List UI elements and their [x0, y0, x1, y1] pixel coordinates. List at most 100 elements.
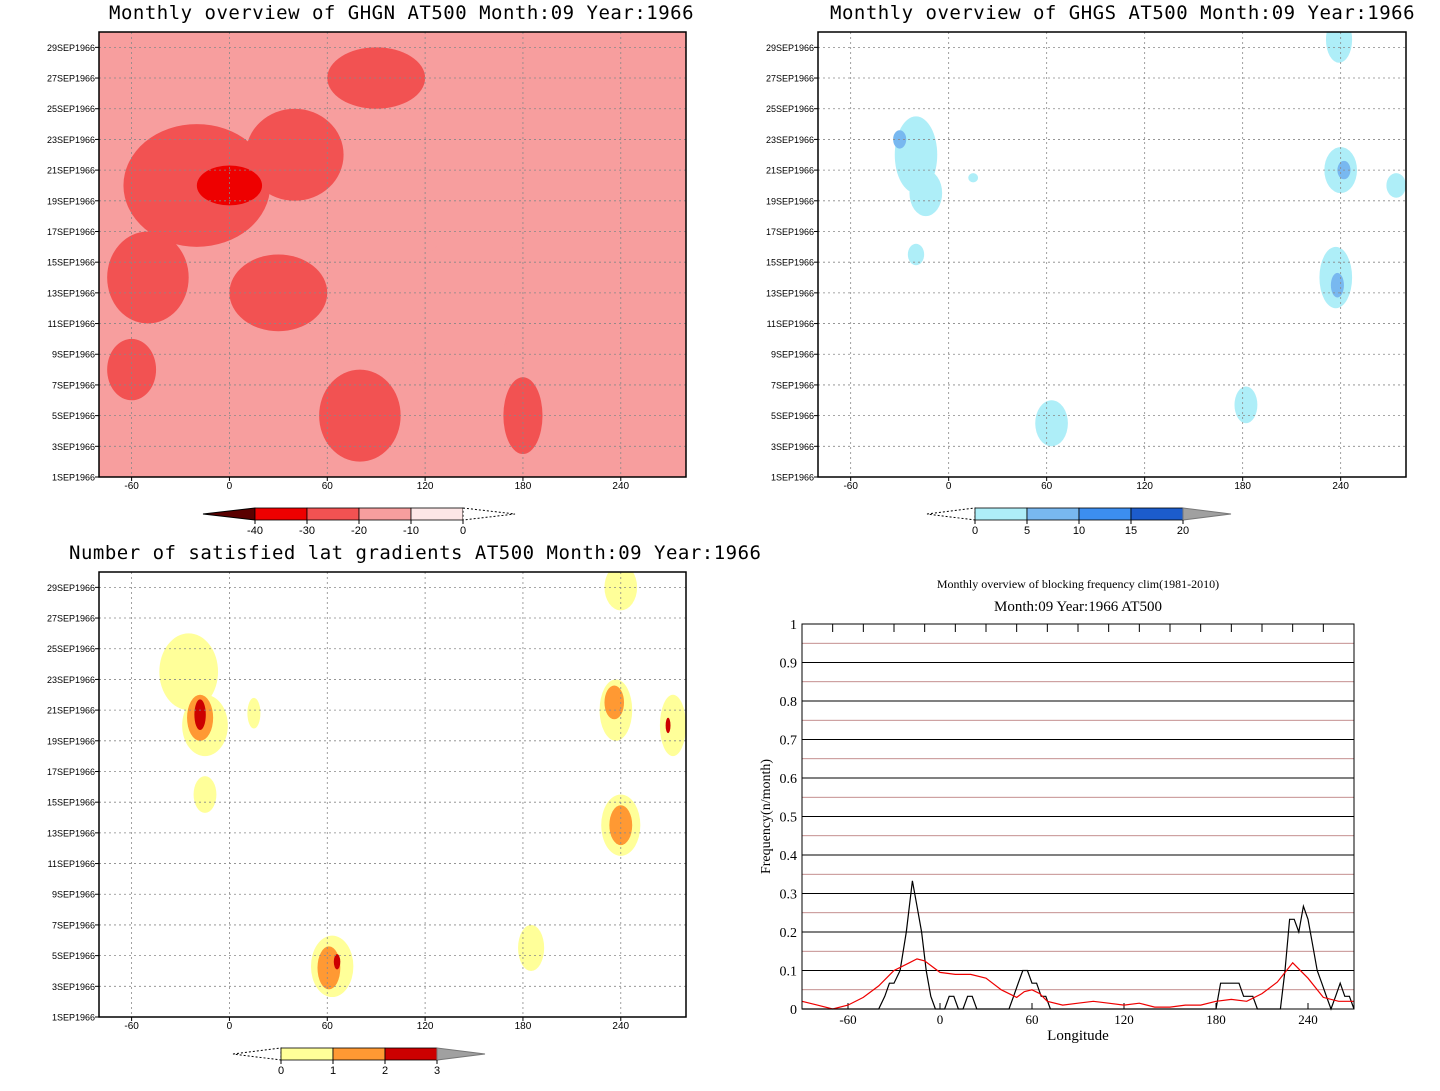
- plot-frame: [817, 31, 1407, 478]
- colorbar: -40 -30 -20 -10 0: [202, 507, 516, 537]
- x-tick-label: 0: [937, 1012, 944, 1027]
- contour-region-15: [333, 954, 341, 970]
- y-tick-label: 0.2: [780, 926, 798, 941]
- y-tick-label: 0.6: [780, 772, 798, 787]
- y-tick-label: 27SEP1966: [766, 74, 814, 84]
- colorbar-right-arrow: [436, 1047, 486, 1061]
- colorbar-label: -40: [247, 525, 263, 537]
- panel1-title: Monthly overview of GHGN AT500 Month:09 …: [109, 2, 695, 24]
- x-tick-label: 60: [322, 481, 334, 492]
- contour-region-6: [1035, 400, 1068, 447]
- x-tick-label: 0: [946, 481, 952, 492]
- y-tick-label: 19SEP1966: [47, 196, 95, 206]
- y-tick-label: 15SEP1966: [766, 258, 814, 268]
- y-tick-label: 0.5: [780, 811, 798, 826]
- x-tick-label: 120: [417, 481, 434, 492]
- colorbar-cell-0: [974, 507, 1028, 521]
- y-tick-label: 25SEP1966: [47, 104, 95, 114]
- contour-region-7: [1234, 386, 1258, 424]
- contour-region-11: [604, 685, 625, 720]
- colorbar-cell-2: [358, 507, 412, 521]
- contour-region-0: [490, 62, 621, 186]
- contour-region-4: [245, 108, 344, 201]
- y-tick-label: 1SEP1966: [52, 1013, 95, 1023]
- y-tick-label: 0.8: [780, 695, 798, 710]
- plot-frame: [801, 623, 1355, 1010]
- colorbar-left-arrow: [232, 1047, 282, 1061]
- y-tick-label: 19SEP1966: [766, 196, 814, 206]
- x-tick-label: -60: [839, 1012, 856, 1027]
- y-tick-label: 0.4: [780, 849, 798, 864]
- colorbar-label: 0: [278, 1065, 284, 1077]
- y-tick-label: 9SEP1966: [52, 350, 95, 360]
- x-tick-label: -60: [843, 481, 858, 492]
- y-tick-label: 0: [790, 1003, 797, 1018]
- colorbar-left-arrow: [926, 507, 976, 521]
- contour-region-6: [229, 254, 328, 332]
- y-tick-label: 19SEP1966: [47, 736, 95, 746]
- y-tick-label: 23SEP1966: [47, 135, 95, 145]
- y-tick-label: 9SEP1966: [52, 890, 95, 900]
- x-tick-label: 240: [612, 481, 629, 492]
- x-tick-label: 180: [1206, 1012, 1226, 1027]
- x-tick-label: -60: [124, 1021, 139, 1032]
- contour-region-9: [1325, 32, 1353, 63]
- series-line-0: [802, 880, 1355, 1011]
- series-line-1: [801, 958, 1354, 1010]
- y-tick-label: 0.3: [780, 888, 798, 903]
- y-tick-label: 7SEP1966: [52, 920, 95, 930]
- y-tick-label: 27SEP1966: [47, 74, 95, 84]
- plot-background: [818, 32, 1406, 477]
- plot-frame: [98, 31, 687, 478]
- chart-title: Monthly overview of blocking frequency c…: [937, 577, 1219, 591]
- y-tick-label: 13SEP1966: [47, 828, 95, 838]
- y-tick-label: 21SEP1966: [47, 706, 95, 716]
- y-tick-label: 5SEP1966: [52, 951, 95, 961]
- y-tick-label: 17SEP1966: [47, 767, 95, 777]
- colorbar-label: 1: [330, 1065, 336, 1077]
- y-tick-label: 7SEP1966: [771, 380, 814, 390]
- panel1-ghgn-chart: -60 0 60 120 180 240 1SEP1966 3SEP1966 5SEP1966 7…: [47, 31, 687, 537]
- y-tick-label: 13SEP1966: [766, 288, 814, 298]
- panel4-blocking-frequency-chart: Monthly overview of blocking frequency c…: [759, 577, 1355, 1044]
- contour-region-3: [247, 697, 261, 729]
- y-tick-label: 21SEP1966: [47, 166, 95, 176]
- y-tick-label: 23SEP1966: [766, 135, 814, 145]
- x-tick-label: 240: [612, 1021, 629, 1032]
- contour-region-12: [609, 805, 633, 846]
- x-tick-label: -60: [124, 481, 139, 492]
- y-tick-label: 17SEP1966: [47, 227, 95, 237]
- contour-region-5: [107, 231, 189, 324]
- contour-region-8: [1386, 173, 1406, 198]
- y-tick-label: 7SEP1966: [52, 380, 95, 390]
- y-tick-label: 5SEP1966: [771, 411, 814, 421]
- plot-frame: [98, 571, 687, 1018]
- x-tick-label: 60: [322, 1021, 334, 1032]
- y-tick-label: 0.7: [780, 734, 798, 749]
- panel3-lat-gradients-chart: -60 0 60 120 180 2401SEP19663SEP19665SEP19667…: [47, 571, 687, 1077]
- colorbar-label: 15: [1125, 525, 1137, 537]
- colorbar-label: -10: [403, 525, 419, 537]
- colorbar-right-arrow: [1182, 507, 1232, 521]
- colorbar: 0 5 10 15 20: [926, 507, 1232, 537]
- y-tick-label: 21SEP1966: [766, 166, 814, 176]
- colorbar-cell-0: [254, 507, 308, 521]
- x-tick-label: 120: [1136, 481, 1153, 492]
- panel3-title: Number of satisfied lat gradients AT500 …: [69, 542, 762, 564]
- contour-region-2: [193, 776, 217, 813]
- colorbar-cell-1: [1026, 507, 1080, 521]
- colorbar-label: -30: [299, 525, 315, 537]
- y-tick-label: 29SEP1966: [766, 43, 814, 53]
- colorbar-left-arrow: [202, 507, 256, 521]
- contour-region-3: [123, 124, 271, 247]
- panel2-title: Monthly overview of GHGS AT500 Month:09 …: [830, 2, 1416, 24]
- y-tick-label: 1: [790, 618, 797, 633]
- y-tick-label: 1SEP1966: [52, 473, 95, 483]
- y-tick-label: 9SEP1966: [771, 350, 814, 360]
- contour-region-16: [665, 717, 671, 734]
- colorbar-label: -20: [351, 525, 367, 537]
- x-tick-label: 120: [1114, 1012, 1134, 1027]
- colorbar: 0 1 2 3: [232, 1047, 486, 1077]
- colorbar-label: 0: [972, 525, 978, 537]
- colorbar-cell-3: [410, 507, 464, 521]
